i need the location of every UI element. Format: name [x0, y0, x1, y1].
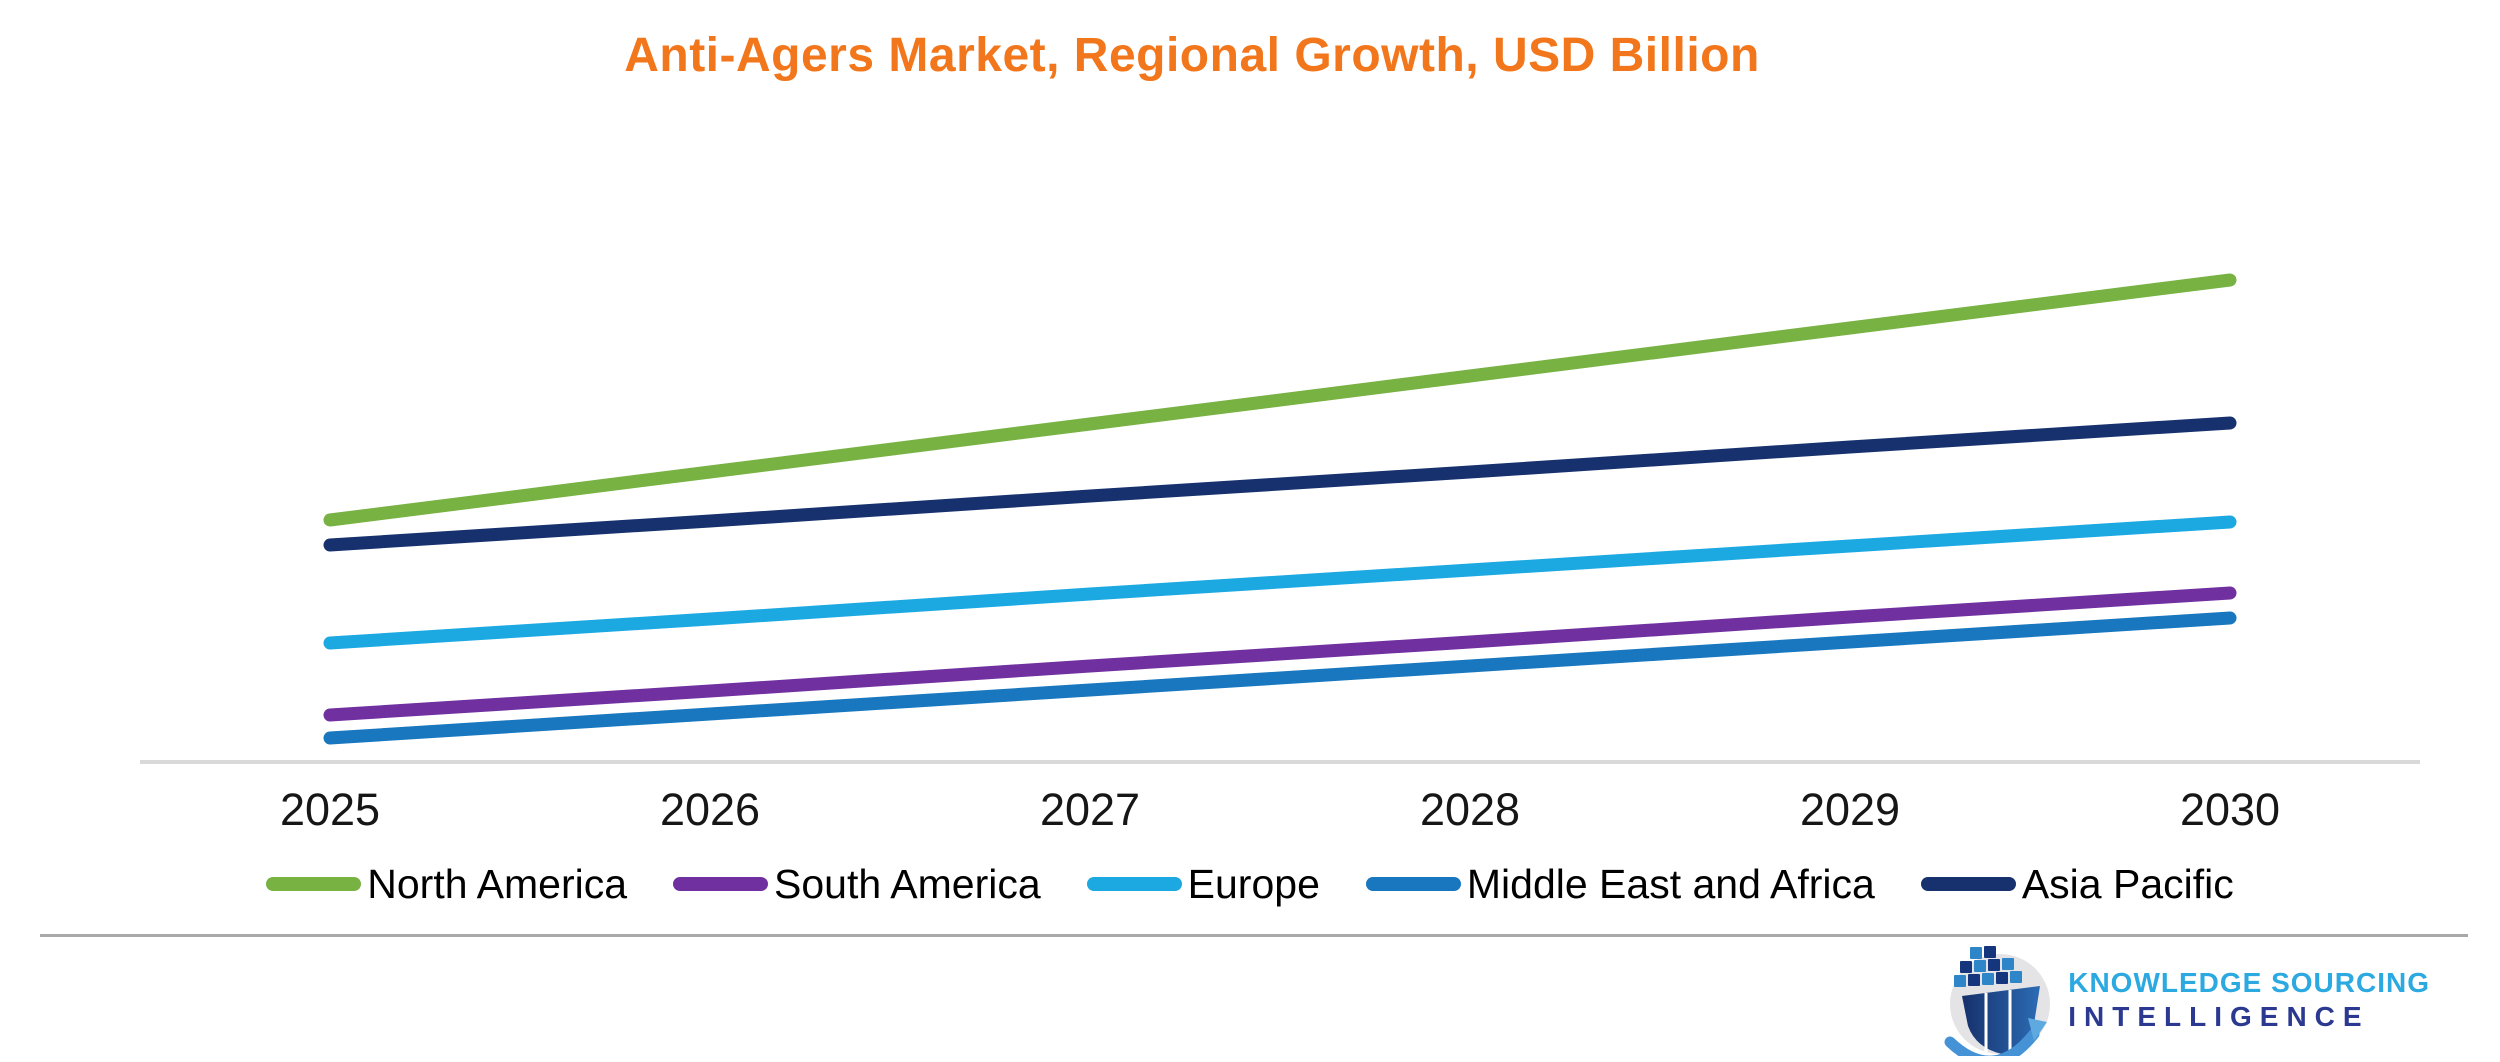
legend: North America South America Europe Middl…	[0, 856, 2500, 912]
legend-item-middle-east-and-africa: Middle East and Africa	[1365, 860, 1875, 908]
legend-item-south-america: South America	[673, 861, 1041, 908]
legend-label-europe: Europe	[1187, 860, 1320, 907]
brand-logo: KNOWLEDGE SOURCING INTELLIGENCE	[1944, 944, 2430, 1056]
x-tick-2029: 2029	[1799, 784, 1901, 835]
legend-label-north-america: North America	[367, 860, 628, 907]
legend-swatch-asia-pacific	[1920, 877, 2016, 891]
line-series-europe	[323, 515, 2237, 650]
logo-text-line1: KNOWLEDGE SOURCING	[2068, 967, 2430, 998]
legend-swatch-europe	[1086, 877, 1182, 891]
x-tick-2027: 2027	[1039, 784, 1141, 835]
chart-title: Anti-Agers Market, Regional Growth, USD …	[624, 29, 1760, 82]
legend-item-north-america: North America	[266, 861, 627, 908]
line-series-north-america	[323, 273, 2237, 527]
line-series-asia-pacific	[323, 416, 2237, 552]
logo-text: KNOWLEDGE SOURCING INTELLIGENCE	[2068, 967, 2430, 1033]
legend-label-south-america: South America	[774, 860, 1041, 907]
legend-label-asia-pacific: Asia Pacific	[2021, 860, 2234, 907]
x-tick-2026: 2026	[659, 784, 761, 835]
legend-swatch-south-america	[673, 877, 769, 891]
logo-containers	[1954, 946, 2023, 987]
logo-swoosh-arrow	[1944, 1028, 2040, 1056]
x-tick-2028: 2028	[1419, 784, 1521, 835]
footer-divider	[40, 934, 2468, 937]
legend-swatch-middle-east-and-africa	[1365, 877, 1461, 891]
chart-canvas	[140, 273, 2420, 764]
logo-mark-icon	[1944, 946, 2051, 1056]
x-tick-2025: 2025	[279, 784, 381, 835]
legend-item-asia-pacific: Asia Pacific	[1920, 860, 2234, 908]
logo-ship-hull	[1962, 986, 2041, 1054]
logo-text-line2: INTELLIGENCE	[2068, 1001, 2370, 1032]
legend-label-middle-east-and-africa: Middle East and Africa	[1466, 860, 1875, 907]
line-series-south-america	[323, 586, 2237, 722]
line-series-middle-east-and-africa	[323, 611, 2237, 745]
legend-swatch-north-america	[266, 877, 362, 891]
x-tick-2030: 2030	[2179, 784, 2281, 835]
legend-item-europe: Europe	[1086, 860, 1320, 908]
